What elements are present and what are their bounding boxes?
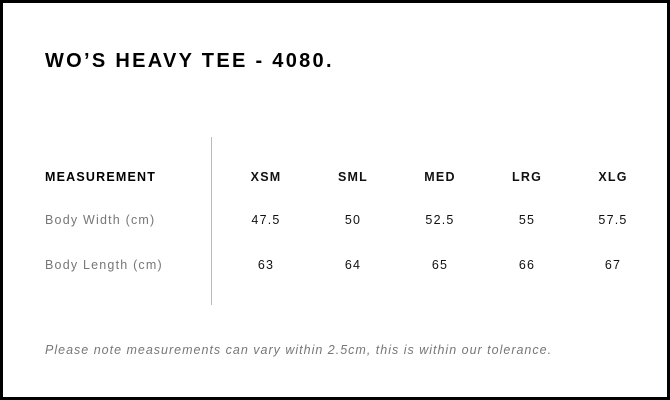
row-value: 65	[431, 258, 449, 272]
row-value: 66	[518, 258, 536, 272]
column-divider	[211, 137, 212, 305]
row-value: 52.5	[425, 213, 455, 227]
row-value: 64	[344, 258, 362, 272]
size-header-xsm: XSM	[250, 170, 282, 184]
size-header-sml: SML	[338, 170, 368, 184]
row-value: 67	[604, 258, 622, 272]
row-value: 55	[518, 213, 536, 227]
row-value: 63	[257, 258, 275, 272]
row-label: Body Width (cm)	[45, 213, 156, 227]
row-value: 47.5	[251, 213, 281, 227]
size-header-lrg: LRG	[512, 170, 542, 184]
size-header-xlg: XLG	[598, 170, 628, 184]
row-value: 57.5	[598, 213, 628, 227]
product-title: WO’S HEAVY TEE - 4080.	[45, 50, 334, 72]
measurement-header: MEASUREMENT	[45, 170, 157, 184]
size-header-med: MED	[424, 170, 456, 184]
row-value: 50	[344, 213, 362, 227]
tolerance-note: Please note measurements can vary within…	[45, 343, 553, 357]
row-label: Body Length (cm)	[45, 258, 163, 272]
